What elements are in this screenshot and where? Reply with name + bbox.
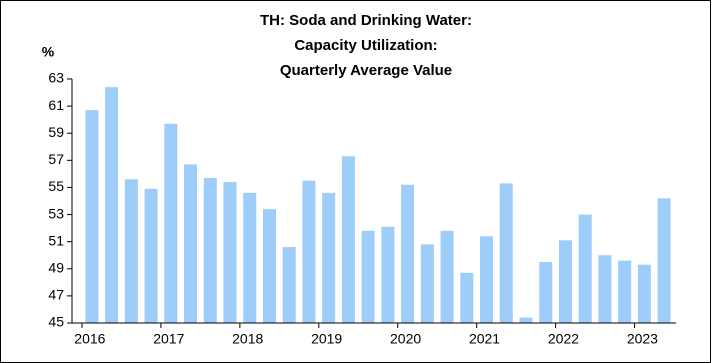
- bar: [420, 244, 434, 323]
- chart-title: TH: Soda and Drinking Water:: [260, 12, 472, 29]
- y-tick-label: 63: [48, 70, 64, 86]
- bar: [539, 262, 553, 323]
- x-tick-label: 2022: [548, 331, 579, 347]
- y-tick-label: 45: [48, 314, 64, 330]
- y-tick-label: 59: [48, 124, 64, 140]
- x-tick-label: 2016: [74, 331, 105, 347]
- y-tick-label: 53: [48, 205, 64, 221]
- bar: [105, 87, 119, 323]
- x-tick-label: 2020: [390, 331, 421, 347]
- bar: [440, 230, 454, 323]
- bar: [460, 272, 474, 323]
- y-tick-label: 61: [48, 97, 64, 113]
- bar: [262, 209, 276, 323]
- y-tick-label: 47: [48, 287, 64, 303]
- bar: [519, 317, 533, 323]
- x-tick-label: 2021: [469, 331, 500, 347]
- bar: [322, 192, 336, 323]
- bar: [618, 260, 632, 323]
- bar: [558, 240, 572, 323]
- bar: [637, 264, 651, 323]
- bar: [184, 164, 198, 323]
- bar: [381, 226, 395, 323]
- x-tick-label: 2017: [153, 331, 184, 347]
- x-tick-label: 2019: [311, 331, 342, 347]
- y-tick-label: 49: [48, 259, 64, 275]
- bar: [124, 179, 138, 323]
- y-axis-label: %: [42, 44, 55, 60]
- y-tick-label: 57: [48, 151, 64, 167]
- bar: [401, 184, 415, 323]
- bar: [282, 247, 296, 323]
- y-tick-label: 51: [48, 232, 64, 248]
- bar: [144, 188, 158, 323]
- bar: [243, 192, 257, 323]
- bar: [302, 180, 316, 323]
- bar: [341, 156, 355, 323]
- chart-title: Quarterly Average Value: [280, 62, 452, 79]
- y-tick-label: 55: [48, 178, 64, 194]
- bar: [480, 236, 494, 323]
- bar: [164, 123, 178, 323]
- bar: [85, 110, 99, 323]
- bar: [598, 255, 612, 323]
- bar: [499, 183, 513, 323]
- bar: [203, 177, 217, 323]
- bar: [578, 214, 592, 323]
- x-tick-label: 2023: [627, 331, 658, 347]
- chart-title: Capacity Utilization:: [294, 37, 437, 54]
- bar: [657, 198, 671, 323]
- bar: [223, 182, 237, 323]
- x-tick-label: 2018: [232, 331, 263, 347]
- bar: [361, 230, 375, 323]
